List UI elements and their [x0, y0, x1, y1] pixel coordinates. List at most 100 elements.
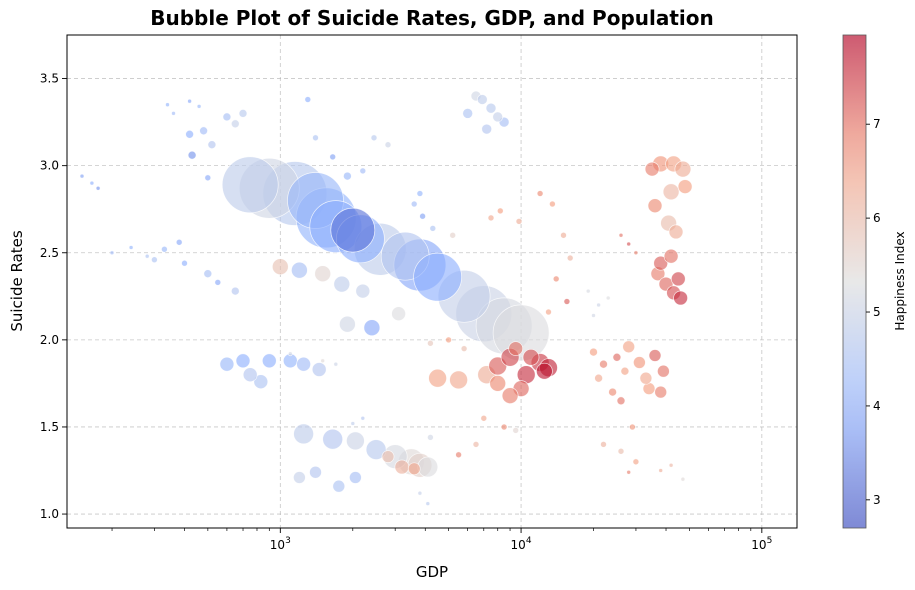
y-axis-label: Suicide Rates: [8, 230, 26, 332]
bubble: [445, 336, 452, 344]
bubble: [585, 288, 591, 294]
x-axis-label: GDP: [416, 563, 448, 581]
bubble: [271, 258, 289, 276]
bubble: [658, 468, 664, 473]
bubble: [476, 94, 488, 105]
bubble: [89, 180, 95, 186]
bubble: [410, 200, 418, 208]
bubble: [545, 308, 552, 316]
bubble: [620, 366, 630, 376]
bubble: [670, 271, 686, 287]
colorbar-tick-label: 6: [873, 211, 881, 225]
bubble: [512, 427, 520, 434]
y-tick-label: 3.5: [40, 72, 59, 86]
y-axis-ticks: 1.0 1.5 2.0 2.5 3.0 3.5: [40, 72, 67, 521]
bubble: [196, 104, 202, 109]
bubble: [413, 252, 462, 302]
bubble: [199, 126, 208, 136]
bubble: [171, 111, 176, 116]
bubble: [629, 423, 636, 431]
bubble: [644, 161, 660, 177]
bubble: [639, 371, 653, 385]
bubble: [647, 198, 663, 214]
bubble: [536, 362, 553, 380]
bubble: [599, 359, 608, 369]
bubble: [668, 462, 674, 468]
bubble: [616, 396, 626, 406]
bubble: [312, 134, 319, 142]
bubble: [668, 224, 684, 240]
bubble: [594, 373, 603, 383]
bubble: [663, 248, 679, 264]
bubble: [350, 421, 356, 426]
bubble: [680, 476, 686, 482]
bubble: [165, 102, 170, 108]
bubble: [181, 259, 188, 267]
bubble: [109, 250, 115, 256]
bubble: [600, 441, 607, 448]
bubble: [304, 96, 312, 103]
bubble: [626, 469, 632, 475]
bubble: [343, 171, 352, 181]
y-tick-label: 2.5: [40, 246, 59, 260]
bubble: [605, 295, 611, 301]
colorbar-label: Happiness Index: [893, 231, 907, 330]
bubble: [501, 387, 519, 404]
colorbar-ticks: 3 4 5 6 7: [866, 117, 881, 507]
bubble: [455, 451, 462, 459]
bubble: [560, 231, 567, 239]
bubble: [187, 98, 192, 104]
bubble: [522, 348, 540, 366]
bubble: [566, 254, 574, 262]
bubble: [608, 387, 617, 397]
bubble: [261, 353, 277, 369]
bubble: [330, 207, 376, 253]
bubble: [346, 431, 365, 451]
bubble: [427, 339, 434, 347]
bubble: [349, 471, 362, 484]
bubble: [508, 341, 524, 356]
bubble: [662, 183, 680, 201]
bubble: [355, 283, 371, 299]
bubble: [253, 374, 269, 390]
bubble: [204, 174, 212, 182]
bubble: [460, 345, 468, 352]
bubble: [485, 102, 497, 114]
bubble: [654, 385, 668, 399]
chart-title: Bubble Plot of Suicide Rates, GDP, and P…: [150, 6, 714, 30]
bubble: [632, 458, 640, 466]
plot-frame: [66, 34, 798, 529]
colorbar: 3 4 5 6 7 Happiness Index: [842, 34, 907, 529]
bubble: [314, 265, 332, 283]
bubble: [677, 179, 693, 194]
bubble: [500, 423, 508, 431]
bubble: [391, 306, 406, 322]
bubble: [472, 441, 480, 448]
bubble: [633, 250, 639, 256]
colorbar-tick-label: 3: [873, 493, 881, 507]
bubble: [238, 109, 248, 118]
bubble: [235, 353, 251, 369]
bubble: [207, 140, 217, 150]
x-axis-ticks: 103 104 105: [111, 528, 772, 552]
x-tick-label: 105: [751, 536, 772, 552]
bubble: [144, 253, 150, 259]
bubble: [536, 190, 544, 197]
bubble: [360, 415, 366, 421]
bubble: [230, 119, 240, 129]
bubble: [287, 351, 293, 357]
colorbar-gradient: [842, 34, 867, 529]
bubble: [622, 340, 636, 354]
x-tick-label: 104: [511, 536, 532, 552]
bubble: [311, 362, 327, 377]
bubble: [128, 245, 134, 250]
bubble: [365, 439, 387, 460]
bubble: [95, 185, 101, 191]
bubble: [291, 261, 308, 279]
bubble: [359, 167, 367, 175]
bubble: [79, 173, 85, 179]
bubble: [394, 459, 410, 475]
bubble: [242, 367, 258, 383]
colorbar-tick-label: 4: [873, 399, 881, 413]
